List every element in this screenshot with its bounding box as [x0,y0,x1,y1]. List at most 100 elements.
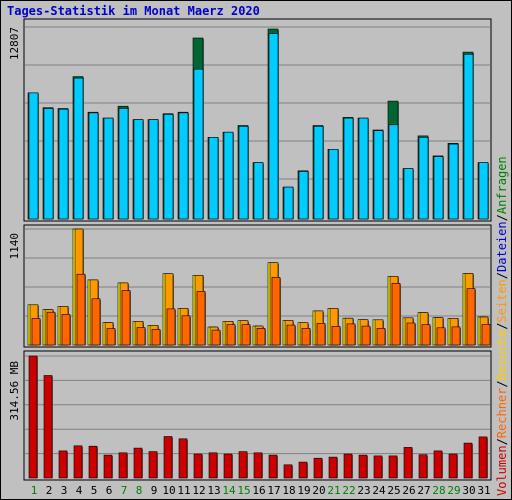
dateien-bar [28,92,39,220]
rechner-bar [301,327,311,346]
x-tick-label: 1 [31,484,38,497]
x-tick-label: 20 [312,484,325,497]
x-tick-label: 26 [402,484,415,497]
rechner-bar [76,273,86,346]
rechner-bar [466,288,476,346]
dateien-bar [373,130,384,220]
dateien-bar [193,68,204,220]
volumen-bar [358,454,368,479]
x-tick-label: 3 [61,484,68,497]
rechner-bar [46,311,56,346]
x-tick-label: 29 [447,484,460,497]
rechner-bar [436,327,446,346]
x-tick-label: 10 [162,484,175,497]
volumen-bar [163,436,173,479]
legend-item: Besuche [495,330,509,381]
x-tick-label: 21 [327,484,340,497]
rechner-bar [481,324,491,346]
dateien-bar [343,117,354,220]
rechner-bar [211,329,221,346]
y-axis-max-label: 314.56 MB [8,361,21,421]
volumen-bar [388,455,398,479]
volumen-bar [223,453,233,479]
legend-item: / [495,214,509,221]
volumen-bar [313,457,323,479]
x-tick-label: 25 [387,484,400,497]
dateien-bar [133,119,144,220]
x-tick-label: 13 [207,484,220,497]
legend-item: Volumen [495,445,509,496]
volumen-bar [433,450,443,479]
x-tick-label: 11 [177,484,190,497]
dateien-bar [418,137,429,220]
dateien-bar [268,33,279,220]
rechner-bar [106,328,116,346]
x-tick-label: 23 [357,484,370,497]
rechner-bar [166,308,176,346]
legend-item: / [495,438,509,445]
rechner-bar [331,325,341,346]
volumen-bar [43,375,53,479]
dateien-bar [433,156,444,220]
rechner-bar [196,291,206,346]
rechner-bar [256,327,266,346]
dateien-bar [283,186,294,220]
volumen-bar [193,453,203,479]
dateien-bar [43,108,54,220]
rechner-bar [181,315,191,346]
x-tick-label: 24 [372,484,386,497]
dateien-bar [163,114,174,220]
x-tick-label: 28 [432,484,445,497]
dateien-bar [118,108,129,220]
dateien-bar [328,149,339,220]
x-tick-label: 5 [91,484,98,497]
dateien-bar [388,124,399,220]
rechner-bar [316,323,326,346]
legend-item: Dateien [495,221,509,272]
volumen-bar [283,464,293,479]
volumen-bar [118,452,128,479]
rechner-bar [151,328,161,346]
x-tick-label: 17 [267,484,280,497]
rechner-bar [136,327,146,346]
dateien-bar [448,143,459,220]
volumen-bar [448,453,458,479]
x-tick-label: 16 [252,484,265,497]
x-tick-label: 15 [237,484,250,497]
x-tick-label: 27 [417,484,430,497]
rechner-bar [376,327,386,346]
dateien-bar [313,126,324,220]
dateien-bar [478,162,489,220]
volumen-bar [403,447,413,479]
volumen-bar [253,452,263,479]
volumen-bar [328,456,338,479]
rechner-bar [391,282,401,346]
legend-item: / [495,272,509,279]
volumen-bar [28,355,38,479]
rechner-bar [271,276,281,346]
rechner-bar [361,325,371,346]
volumen-bar [73,445,83,479]
dateien-bar [253,162,264,220]
dateien-bar [403,168,414,220]
volumen-bar [88,445,98,479]
x-tick-label: 22 [342,484,355,497]
x-tick-label: 8 [136,484,143,497]
x-tick-label: 7 [121,484,128,497]
x-tick-label: 12 [192,484,205,497]
rechner-bar [61,314,71,346]
rechner-bar [241,324,251,346]
legend-item: / [495,380,509,387]
dateien-bar [238,126,249,220]
volumen-bar [418,454,428,479]
y-axis-max-label: 12807 [8,27,21,60]
x-tick-label: 6 [106,484,113,497]
legend-item: Rechner [495,388,509,439]
legend-item: Anfragen [495,156,509,214]
volumen-bar [478,436,488,479]
volumen-bar [298,461,308,479]
x-tick-label: 4 [76,484,83,497]
dateien-bar [358,117,369,220]
volumen-bar [133,447,143,479]
